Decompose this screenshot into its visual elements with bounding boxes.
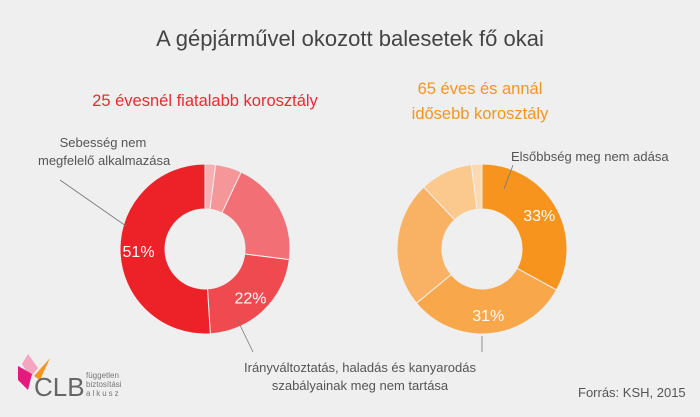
annotation-line: megfelelő alkalmazása [38,153,171,168]
logo-petal [22,354,38,378]
donut-slice [415,267,558,335]
right-subtitle: 65 éves és annál idősebb korosztály [380,77,580,127]
annotation-line: Irányváltoztatás, haladás és kanyarodás [244,360,476,375]
annotation-line: Sebesség nem [59,135,147,150]
clb-logo: CLB független biztosítási alkusz [18,354,122,402]
donut-slice [396,186,456,304]
annotation-line: szabályainak meg nem tartása [271,378,449,393]
logo-tagline: alkusz [86,389,121,398]
donut-slice [481,163,568,291]
logo-petal [18,366,32,390]
data-label: 22% [235,290,267,307]
donut-slice [470,163,483,210]
right-subtitle-line2: idősebb korosztály [411,105,549,123]
logo-petal [34,358,50,380]
donut-slice [206,253,290,335]
chart-title: A gépjárművel okozott balesetek fő okai [156,26,544,51]
logo-tagline: független [86,371,119,380]
right-subtitle-line1: 65 éves és annál [417,80,543,98]
left-subtitle: 25 évesnél fiatalabb korosztály [92,92,318,110]
donut-slice [119,163,211,335]
data-label: 31% [472,308,504,325]
data-label: 33% [523,208,555,225]
annotation-priority: Elsőbbség meg nem adása [511,149,669,164]
logo-text: CLB [34,372,85,402]
annotation-speed: Sebesség nem megfelelő alkalmazása [38,134,171,170]
leader-line [236,318,254,353]
data-label: 51% [123,244,155,261]
leader-line [59,179,127,227]
leader-line [503,164,514,190]
source-note: Forrás: KSH, 2015 [578,385,686,400]
logo-tagline: biztosítási [86,380,122,389]
annotation-direction: Irányváltoztatás, haladás és kanyarodás … [200,359,520,395]
